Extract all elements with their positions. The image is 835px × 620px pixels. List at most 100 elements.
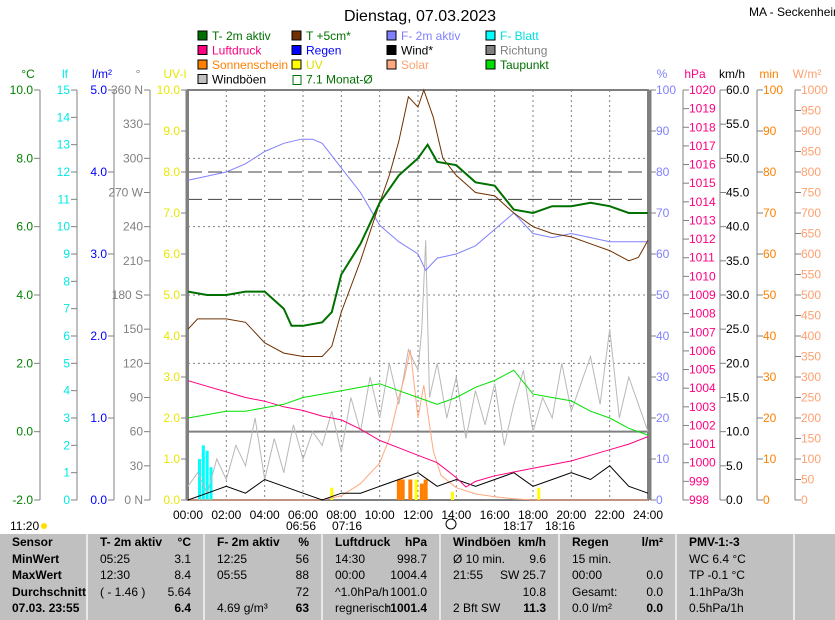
axis-tick-label: 30 xyxy=(656,370,670,384)
axis-tick-label: 1002 xyxy=(689,418,716,432)
sunset2-label: 18:16 xyxy=(545,519,575,533)
table-row: 14:30 998.7 xyxy=(329,551,433,568)
table-row: 15 min. xyxy=(566,551,669,568)
axis-tick-label: 200 xyxy=(801,411,821,425)
axis-tick-label: 10 xyxy=(656,452,670,466)
axis-tick-label: 998 xyxy=(689,493,709,507)
axis-tick-label: 700 xyxy=(801,206,821,220)
legend-item: Windböen xyxy=(197,73,266,87)
axis-tick-label: 50.0 xyxy=(726,151,750,165)
f-blatt-bar xyxy=(209,467,213,500)
table-header: Luftdruck hPa xyxy=(329,534,433,551)
x-tick-label: 14:00 xyxy=(441,508,471,522)
table-row: 0.5hPa/1h xyxy=(683,600,787,617)
row-label: Durchschnitt xyxy=(12,584,87,599)
legend-swatch xyxy=(291,30,302,41)
axis-unit-label: °C xyxy=(21,67,35,81)
axis-tick-label: 4.0 xyxy=(90,165,107,179)
axis-tick-label: 30.0 xyxy=(726,288,750,302)
column-unit: km/h xyxy=(517,535,546,549)
table-row: 4.69 g/m³ 63 xyxy=(211,600,315,617)
axis-tick-label: 40.0 xyxy=(726,220,750,234)
axis-tick-label: 270 W xyxy=(108,186,143,200)
axis-tick-label: 900 xyxy=(801,124,821,138)
axis-tick-label: 1005 xyxy=(689,363,716,377)
axis-tick-label: 3 xyxy=(63,411,70,425)
uv-bar xyxy=(451,491,454,500)
axis-tick-label: 60 xyxy=(763,247,777,261)
axis-tick-label: 2.0 xyxy=(90,329,107,343)
row-label: 07.03. 23:55 xyxy=(12,601,80,615)
axis-tick-label: 8.0 xyxy=(16,151,33,165)
axis-tick-label: 0.0 xyxy=(16,425,33,439)
axis-tick-label: 10 xyxy=(763,452,777,466)
table-row: 72 xyxy=(211,584,315,601)
table-row: 6.4 xyxy=(94,600,197,617)
table-header: Windböen km/h xyxy=(447,534,552,551)
row-label: 2 Bft SW xyxy=(453,601,501,615)
column-unit: °C xyxy=(177,535,191,549)
table-row: MaxWert xyxy=(6,567,80,584)
legend-swatch xyxy=(485,59,496,70)
table-row: 00:00 1004.4 xyxy=(329,567,433,584)
x-tick-label: 10:00 xyxy=(365,508,395,522)
table-row: MinWert xyxy=(6,551,80,568)
axis-tick-label: 450 xyxy=(801,309,821,323)
axis-tick-label: 40 xyxy=(763,329,777,343)
x-tick-label: 04:00 xyxy=(250,508,280,522)
column-title: Regen xyxy=(572,535,609,549)
axis-unit-label: min xyxy=(759,67,778,81)
row-value: 11.3 xyxy=(523,601,546,615)
axis-tick-label: 1010 xyxy=(689,269,716,283)
row-label: Ø 10 min. xyxy=(453,551,506,566)
axis-tick-label: 40 xyxy=(656,329,670,343)
axis-tick-label: 35.0 xyxy=(726,254,750,268)
uv-bar xyxy=(330,487,334,500)
axis-tick-label: 330 xyxy=(123,117,143,131)
legend-item: T +5cm* xyxy=(291,29,351,43)
series-wind- xyxy=(187,465,649,501)
legend-label: Solar xyxy=(401,58,429,72)
axis-tick-label: 1009 xyxy=(689,288,716,302)
axis-tick-label: 8 xyxy=(63,274,70,288)
axis-tick-label: 3.0 xyxy=(90,247,107,261)
legend-swatch xyxy=(485,30,496,41)
axis-tick-label: 750 xyxy=(801,186,821,200)
table-row: regnerisch ↑1001.4 xyxy=(329,600,433,617)
f-blatt-bar xyxy=(198,459,201,500)
legend-swatch xyxy=(197,74,208,84)
row-value: 10.8 xyxy=(522,584,546,599)
row-value: 63 xyxy=(295,601,309,615)
axis-tick-label: 9 xyxy=(63,247,70,261)
table-row: TP -0.1 °C xyxy=(683,567,787,584)
chart-title: Dienstag, 07.03.2023 xyxy=(344,8,496,25)
table-header: T- 2m aktiv °C xyxy=(94,534,197,551)
axis-tick-label: 0.0 xyxy=(90,493,107,507)
axis-tick-label: 60.0 xyxy=(726,83,750,97)
axis-tick-label: 1018 xyxy=(689,120,716,134)
axis-tick-label: 1013 xyxy=(689,213,716,227)
axis-tick-label: 7 xyxy=(63,302,70,316)
axis-tick-label: 8.0 xyxy=(163,165,180,179)
axis-tick-label: 1012 xyxy=(689,232,716,246)
sonnenschein-bar xyxy=(419,483,424,500)
table-row: 05:25 3.1 xyxy=(94,551,197,568)
row-value: 88 xyxy=(295,568,309,582)
axis-tick-label: 350 xyxy=(801,350,821,364)
table-row: WC 6.4 °C xyxy=(683,551,787,568)
axis-tick-label: 90 xyxy=(130,391,144,405)
row-value: 0.0 xyxy=(646,568,663,582)
column-title: F- 2m aktiv xyxy=(217,535,280,549)
row-label: 00:00 xyxy=(335,568,366,582)
axis-tick-label: 300 xyxy=(801,370,821,384)
row-label: 1.1hPa/3h xyxy=(689,584,744,599)
table-row: 00:00 0.0 xyxy=(566,567,669,584)
axis-tick-label: 60 xyxy=(656,247,670,261)
axis-tick-label: 4.0 xyxy=(16,288,33,302)
time-left-label: 11:20 xyxy=(10,519,39,533)
legend-swatch xyxy=(386,59,397,70)
sunrise-label: 06:56 xyxy=(286,519,316,533)
row-label: 05:25 xyxy=(100,551,131,566)
column-unit: % xyxy=(298,535,309,549)
axis-tick-label: 1007 xyxy=(689,325,716,339)
